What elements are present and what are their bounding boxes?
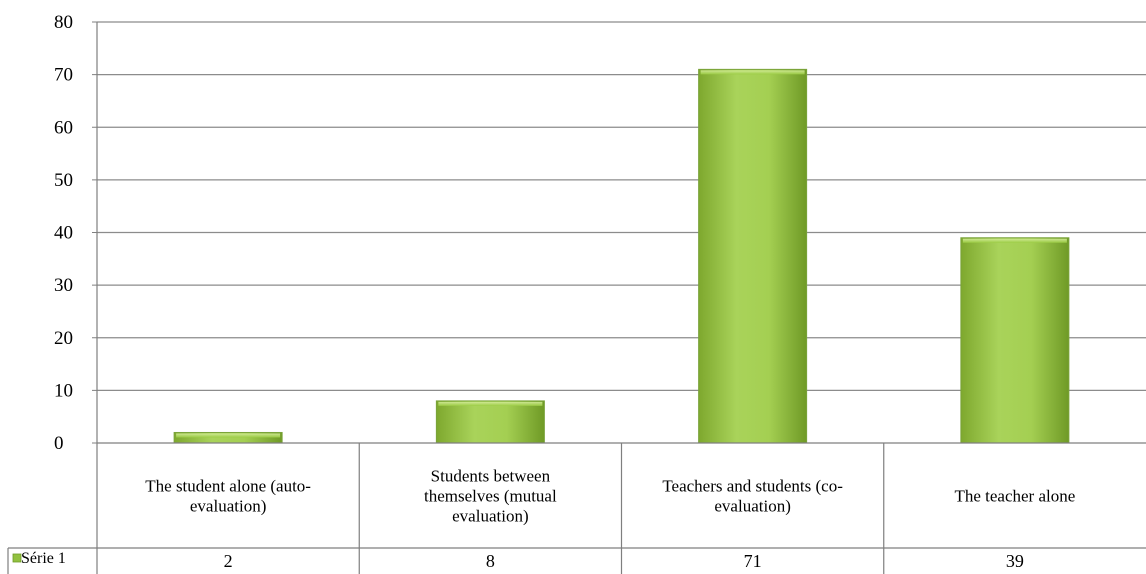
legend-key: [12, 553, 22, 563]
category-label: evaluation): [714, 497, 790, 516]
bar-highlight: [962, 238, 1067, 243]
bar-body: [698, 68, 808, 444]
bar: [698, 68, 808, 444]
category-label: The teacher alone: [954, 487, 1075, 506]
y-tick-label: 40: [54, 223, 73, 244]
bar-highlight: [438, 401, 543, 406]
bar: [173, 431, 283, 444]
y-tick-label: 50: [54, 170, 73, 191]
category-label: evaluation): [452, 507, 528, 526]
category-label: The student alone (auto-: [145, 477, 311, 496]
data-value-label: 2: [224, 551, 233, 571]
y-tick-label: 0: [54, 433, 64, 454]
y-tick-label: 70: [54, 65, 73, 86]
category-label: evaluation): [190, 497, 266, 516]
bars: [173, 68, 1070, 444]
gridlines: [97, 21, 1146, 391]
y-tick-label: 10: [54, 380, 73, 401]
y-tick-label: 80: [54, 12, 73, 33]
data-table: The student alone (auto-evaluation) Stude…: [7, 443, 1146, 574]
bar-highlight: [700, 70, 805, 75]
y-tick-labels: 0 10 20 30 40 50 60 70 80: [54, 12, 73, 454]
data-value-label: 8: [486, 551, 495, 571]
y-tick-label: 20: [54, 328, 73, 349]
bar-highlight: [176, 433, 281, 438]
data-value-label: 71: [744, 551, 762, 571]
bar-body: [960, 237, 1070, 444]
category-label: Students between: [431, 467, 551, 486]
bar-body: [435, 400, 545, 444]
data-value-label: 39: [1006, 551, 1024, 571]
y-tick-label: 30: [54, 275, 73, 296]
category-label: themselves (mutual: [424, 487, 557, 506]
legend-label: Série 1: [21, 550, 66, 567]
y-tick-label: 60: [54, 117, 73, 138]
bar: [960, 237, 1070, 444]
category-label: Teachers and students (co-: [662, 477, 843, 496]
bar: [435, 400, 545, 444]
